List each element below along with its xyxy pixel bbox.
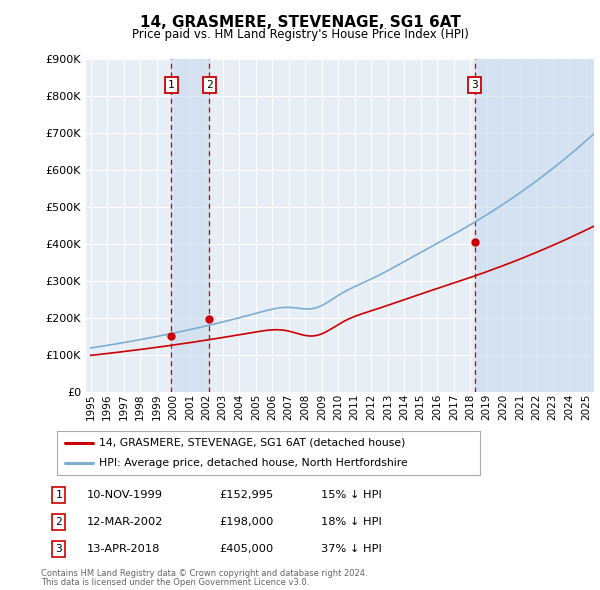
Text: 13-APR-2018: 13-APR-2018 [87,544,160,553]
Bar [171,59,209,392]
Text: 37% ↓ HPI: 37% ↓ HPI [321,544,382,553]
Text: 2: 2 [55,517,62,527]
Text: £152,995: £152,995 [219,490,273,500]
Text: 18% ↓ HPI: 18% ↓ HPI [321,517,382,527]
Text: 14, GRASMERE, STEVENAGE, SG1 6AT: 14, GRASMERE, STEVENAGE, SG1 6AT [140,15,460,30]
Text: 1: 1 [55,490,62,500]
Text: £198,000: £198,000 [219,517,274,527]
Text: Price paid vs. HM Land Registry's House Price Index (HPI): Price paid vs. HM Land Registry's House … [131,28,469,41]
Text: 3: 3 [472,80,478,90]
Bar [475,59,594,392]
Text: Contains HM Land Registry data © Crown copyright and database right 2024.: Contains HM Land Registry data © Crown c… [41,569,367,578]
Text: 15% ↓ HPI: 15% ↓ HPI [321,490,382,500]
Text: 12-MAR-2002: 12-MAR-2002 [87,517,163,527]
Text: £405,000: £405,000 [219,544,273,553]
Text: 3: 3 [55,544,62,553]
Text: 1: 1 [168,80,175,90]
Text: This data is licensed under the Open Government Licence v3.0.: This data is licensed under the Open Gov… [41,578,309,587]
Text: HPI: Average price, detached house, North Hertfordshire: HPI: Average price, detached house, Nort… [100,458,408,468]
Text: 10-NOV-1999: 10-NOV-1999 [87,490,163,500]
Text: 14, GRASMERE, STEVENAGE, SG1 6AT (detached house): 14, GRASMERE, STEVENAGE, SG1 6AT (detach… [100,438,406,448]
Text: 2: 2 [206,80,213,90]
